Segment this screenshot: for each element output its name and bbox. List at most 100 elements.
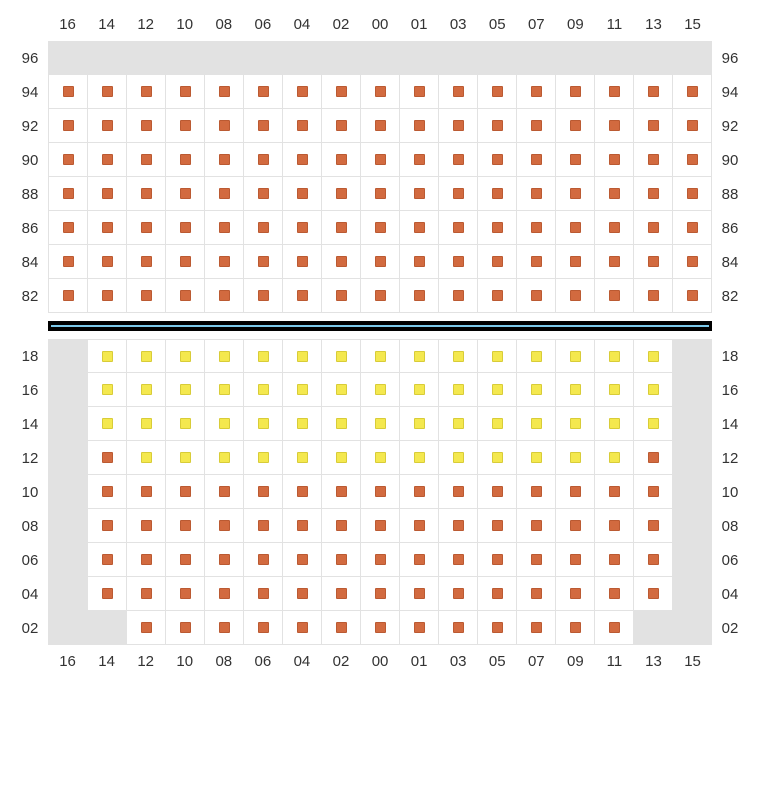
seat[interactable] xyxy=(453,384,464,395)
seat[interactable] xyxy=(453,554,464,565)
seat[interactable] xyxy=(453,222,464,233)
seat[interactable] xyxy=(102,86,113,97)
seat-cell[interactable] xyxy=(517,339,556,373)
seat[interactable] xyxy=(570,154,581,165)
seat[interactable] xyxy=(102,351,113,362)
seat-cell[interactable] xyxy=(595,543,634,577)
seat-cell[interactable] xyxy=(283,441,322,475)
seat-cell[interactable] xyxy=(166,75,205,109)
seat[interactable] xyxy=(63,290,74,301)
seat[interactable] xyxy=(258,520,269,531)
seat[interactable] xyxy=(297,520,308,531)
seat[interactable] xyxy=(609,486,620,497)
seat[interactable] xyxy=(63,120,74,131)
seat[interactable] xyxy=(336,290,347,301)
seat[interactable] xyxy=(375,351,386,362)
seat-cell[interactable] xyxy=(634,177,673,211)
seat[interactable] xyxy=(141,486,152,497)
seat[interactable] xyxy=(180,588,191,599)
seat-cell[interactable] xyxy=(127,611,166,645)
seat-cell[interactable] xyxy=(244,75,283,109)
seat[interactable] xyxy=(414,622,425,633)
seat-cell[interactable] xyxy=(478,75,517,109)
seat-cell[interactable] xyxy=(400,611,439,645)
seat-cell[interactable] xyxy=(283,611,322,645)
seat[interactable] xyxy=(180,154,191,165)
seat-cell[interactable] xyxy=(244,177,283,211)
seat[interactable] xyxy=(102,120,113,131)
seat[interactable] xyxy=(414,486,425,497)
seat-cell[interactable] xyxy=(517,407,556,441)
seat-cell[interactable] xyxy=(283,177,322,211)
seat[interactable] xyxy=(180,290,191,301)
seat-cell[interactable] xyxy=(595,611,634,645)
seat-cell[interactable] xyxy=(361,177,400,211)
seat-cell[interactable] xyxy=(88,407,127,441)
seat[interactable] xyxy=(453,351,464,362)
seat[interactable] xyxy=(453,188,464,199)
seat[interactable] xyxy=(531,452,542,463)
seat-cell[interactable] xyxy=(478,611,517,645)
seat-cell[interactable] xyxy=(673,245,712,279)
seat-cell[interactable] xyxy=(517,577,556,611)
seat[interactable] xyxy=(609,256,620,267)
seat-cell[interactable] xyxy=(556,245,595,279)
seat[interactable] xyxy=(219,384,230,395)
seat[interactable] xyxy=(375,154,386,165)
seat-cell[interactable] xyxy=(439,211,478,245)
seat-cell[interactable] xyxy=(400,339,439,373)
seat-cell[interactable] xyxy=(595,339,634,373)
seat-cell[interactable] xyxy=(127,577,166,611)
seat[interactable] xyxy=(648,222,659,233)
seat-cell[interactable] xyxy=(556,75,595,109)
seat-cell[interactable] xyxy=(88,245,127,279)
seat-cell[interactable] xyxy=(478,441,517,475)
seat[interactable] xyxy=(102,188,113,199)
seat-cell[interactable] xyxy=(634,509,673,543)
seat[interactable] xyxy=(609,588,620,599)
seat[interactable] xyxy=(609,554,620,565)
seat[interactable] xyxy=(102,452,113,463)
seat-cell[interactable] xyxy=(127,373,166,407)
seat[interactable] xyxy=(531,622,542,633)
seat-cell[interactable] xyxy=(48,75,88,109)
seat[interactable] xyxy=(453,486,464,497)
seat-cell[interactable] xyxy=(127,177,166,211)
seat[interactable] xyxy=(258,290,269,301)
seat[interactable] xyxy=(648,351,659,362)
seat[interactable] xyxy=(219,188,230,199)
seat-cell[interactable] xyxy=(88,543,127,577)
seat[interactable] xyxy=(336,418,347,429)
seat[interactable] xyxy=(336,256,347,267)
seat[interactable] xyxy=(414,256,425,267)
seat[interactable] xyxy=(102,520,113,531)
seat-cell[interactable] xyxy=(634,441,673,475)
seat[interactable] xyxy=(375,452,386,463)
seat[interactable] xyxy=(492,222,503,233)
seat[interactable] xyxy=(102,486,113,497)
seat[interactable] xyxy=(375,486,386,497)
seat-cell[interactable] xyxy=(634,75,673,109)
seat-cell[interactable] xyxy=(361,75,400,109)
seat-cell[interactable] xyxy=(556,543,595,577)
seat-cell[interactable] xyxy=(439,279,478,313)
seat-cell[interactable] xyxy=(244,509,283,543)
seat-cell[interactable] xyxy=(595,75,634,109)
seat[interactable] xyxy=(648,290,659,301)
seat[interactable] xyxy=(492,86,503,97)
seat-cell[interactable] xyxy=(244,373,283,407)
seat-cell[interactable] xyxy=(595,177,634,211)
seat-cell[interactable] xyxy=(322,577,361,611)
seat[interactable] xyxy=(570,588,581,599)
seat[interactable] xyxy=(375,520,386,531)
seat[interactable] xyxy=(180,120,191,131)
seat-cell[interactable] xyxy=(48,245,88,279)
seat-cell[interactable] xyxy=(48,279,88,313)
seat[interactable] xyxy=(258,486,269,497)
seat[interactable] xyxy=(219,622,230,633)
seat[interactable] xyxy=(570,384,581,395)
seat-cell[interactable] xyxy=(205,75,244,109)
seat[interactable] xyxy=(336,120,347,131)
seat[interactable] xyxy=(648,120,659,131)
seat-cell[interactable] xyxy=(673,109,712,143)
